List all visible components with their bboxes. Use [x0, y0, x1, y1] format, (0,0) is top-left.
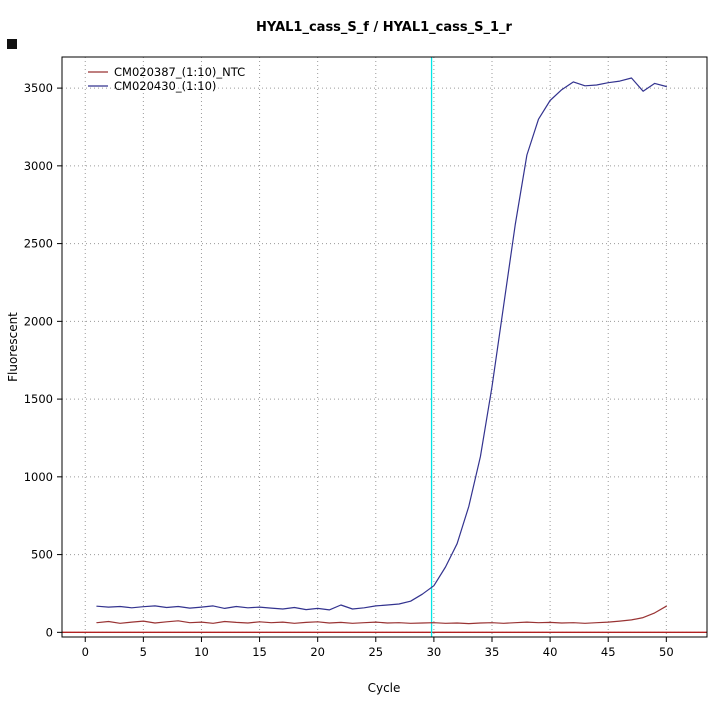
- y-tick-label: 3000: [24, 159, 53, 173]
- artifact-mark: [7, 39, 17, 49]
- x-tick-label: 30: [427, 645, 442, 659]
- legend: CM020387_(1:10)_NTC CM020430_(1:10): [88, 65, 245, 93]
- y-tick-label: 1500: [24, 392, 53, 406]
- x-tick-label: 50: [659, 645, 674, 659]
- plot-box: [61, 56, 708, 638]
- x-tick-label: 10: [194, 645, 209, 659]
- series-lines: [96, 77, 667, 625]
- x-axis-label: Cycle: [368, 681, 401, 695]
- grid-lines: [62, 57, 707, 637]
- series-line-0: [96, 605, 667, 625]
- x-tick-label: 40: [543, 645, 558, 659]
- x-tick-label: 25: [368, 645, 383, 659]
- x-tick-label: 20: [310, 645, 325, 659]
- x-tick-label: 5: [140, 645, 147, 659]
- x-tick-label: 45: [601, 645, 616, 659]
- series-line-1: [96, 77, 667, 611]
- y-tick-label: 1000: [24, 470, 53, 484]
- y-tick-label: 0: [46, 625, 53, 639]
- y-tick-label: 500: [31, 548, 53, 562]
- plot-border: [61, 56, 708, 638]
- y-axis-label: Fluorescent: [6, 312, 20, 382]
- x-tick-label: 15: [252, 645, 267, 659]
- y-tick-label: 2500: [24, 237, 53, 251]
- x-tick-label: 35: [485, 645, 500, 659]
- y-tick-label: 3500: [24, 81, 53, 95]
- y-axis: 0 500 1000 1500 2000 2500 3000 3500: [24, 81, 62, 639]
- y-tick-label: 2000: [24, 314, 53, 328]
- x-tick-label: 0: [82, 645, 89, 659]
- chart-title: HYAL1_cass_S_f / HYAL1_cass_S_1_r: [256, 20, 513, 35]
- legend-label-0: CM020387_(1:10)_NTC: [114, 65, 245, 79]
- legend-label-1: CM020430_(1:10): [114, 79, 216, 93]
- x-axis: 0 5 10 15 20 25 30 35 40 45 50: [82, 637, 674, 659]
